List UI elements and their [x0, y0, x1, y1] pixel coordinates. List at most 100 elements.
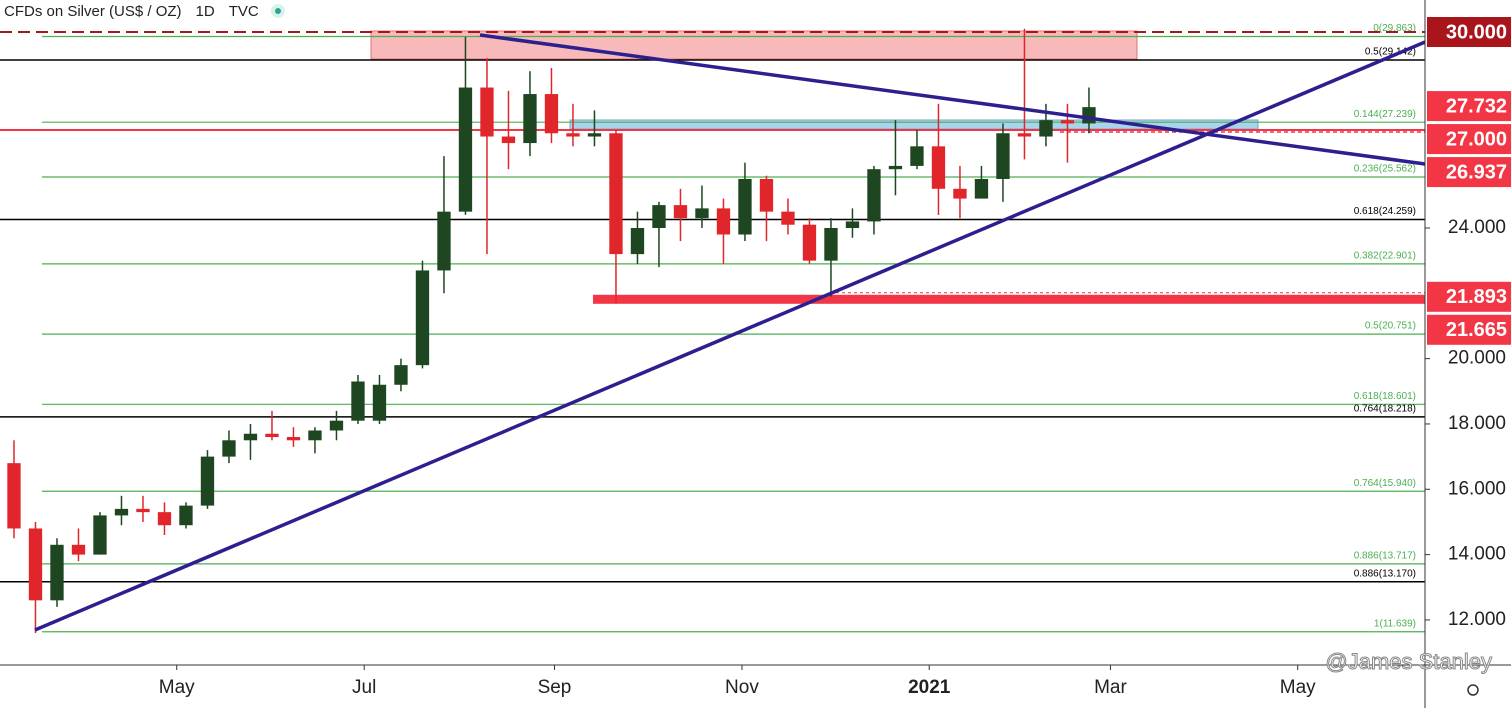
- x-tick-label: Sep: [538, 677, 572, 698]
- candle-body: [996, 133, 1010, 179]
- candle-body: [71, 544, 86, 555]
- candle-body: [222, 440, 236, 457]
- candle-body: [1017, 133, 1032, 137]
- candle-body: [28, 528, 43, 601]
- y-tick-label: 12.000: [1448, 609, 1506, 630]
- candle-body: [179, 505, 193, 526]
- candle-body: [974, 178, 989, 199]
- support-bar: [593, 294, 1425, 304]
- candle-body: [566, 133, 580, 137]
- status-dot: [275, 8, 281, 14]
- x-tick-label: Nov: [725, 677, 759, 698]
- price-badge-label: 21.665: [1446, 319, 1507, 341]
- y-tick-label: 24.000: [1448, 217, 1506, 238]
- candle-body: [867, 169, 881, 222]
- candle-body: [114, 508, 129, 516]
- fib-label: 0(29.863): [1373, 23, 1416, 34]
- candle-body: [781, 211, 795, 225]
- fib-label: 0.5(20.751): [1365, 321, 1416, 332]
- candle-body: [308, 430, 322, 441]
- candle-body: [1082, 107, 1096, 124]
- candle-body: [845, 221, 860, 228]
- x-tick-label: Jul: [352, 677, 376, 698]
- fib-label: 0.5(29.142): [1365, 47, 1416, 58]
- settings-gear[interactable]: [1467, 684, 1479, 696]
- candle-body: [157, 512, 172, 526]
- candle-body: [394, 365, 408, 385]
- source: TVC: [229, 3, 259, 20]
- trendline: [34, 40, 1426, 632]
- header: CFDs on Silver (US$ / OZ) 1D TVC: [4, 3, 285, 20]
- price-badge-label: 27.732: [1446, 95, 1507, 117]
- price-badge-box: [1427, 157, 1511, 188]
- x-tick-label: Mar: [1094, 677, 1127, 698]
- fib-label: 0.236(25.562): [1354, 164, 1416, 175]
- level-layer: 0(29.863) 0.5(29.142) 0.144(27.239) 0.236(2…: [0, 23, 1425, 633]
- price-badge-label: 26.937: [1446, 161, 1507, 183]
- candle-body: [372, 384, 387, 421]
- price-badge-label: 30.000: [1446, 21, 1507, 43]
- x-tick-label: May: [159, 677, 195, 698]
- price-badge-box: [1427, 124, 1511, 155]
- trendlines: [34, 33, 1426, 632]
- y-tick-label: 16.000: [1448, 478, 1506, 499]
- x-tick-label: 2021: [908, 677, 951, 698]
- y-tick-label: 14.000: [1448, 544, 1506, 565]
- candle-body: [265, 433, 279, 438]
- candle-body: [501, 136, 516, 144]
- price-badge: 26.937: [1427, 157, 1511, 188]
- candle-body: [93, 515, 107, 555]
- candle-body: [437, 211, 451, 271]
- candle-body: [50, 544, 64, 601]
- price-badge-box: [1427, 91, 1511, 122]
- candle-body: [7, 463, 21, 529]
- price-badge: 21.665: [1427, 314, 1511, 345]
- interval: 1D: [196, 3, 215, 20]
- candle-body: [953, 188, 967, 199]
- fib-label: 1(11.639): [1374, 618, 1416, 629]
- settings-icon[interactable]: [1467, 684, 1479, 696]
- candle-body: [824, 227, 838, 261]
- candle-body: [888, 165, 903, 170]
- price-badge-box: [1427, 314, 1511, 345]
- fib-label: 0.144(27.239): [1354, 109, 1416, 120]
- price-badge-label: 21.893: [1446, 286, 1507, 308]
- price-badge: 21.893: [1427, 281, 1511, 312]
- fib-label: 0.618(24.259): [1354, 206, 1416, 217]
- candle-body: [329, 420, 344, 431]
- fib-label: 0.382(22.901): [1354, 251, 1416, 262]
- price-badge: 27.000: [1427, 124, 1511, 155]
- candle-body: [415, 270, 430, 366]
- fib-label: 0.886(13.717): [1354, 550, 1416, 561]
- price-badge-box: [1427, 17, 1511, 48]
- candle-body: [286, 437, 301, 441]
- candle-body: [759, 178, 774, 212]
- candle-body: [609, 133, 623, 255]
- candle-layer: [7, 28, 1096, 633]
- candle-body: [695, 208, 709, 219]
- candle-body: [716, 208, 731, 235]
- price-badge-box: [1427, 281, 1511, 312]
- candle-body: [738, 178, 752, 235]
- candle-body: [802, 224, 817, 261]
- watermark: @James Stanley: [1325, 649, 1492, 674]
- price-badge: 27.732: [1427, 91, 1511, 122]
- candle-body: [523, 94, 537, 144]
- candle-body: [200, 456, 215, 506]
- candle-body: [544, 94, 559, 134]
- fib-label: 0.764(18.218): [1354, 403, 1416, 414]
- candle-body: [458, 87, 473, 212]
- trendline: [479, 33, 1426, 166]
- candle-body: [351, 381, 365, 421]
- fib-label: 0.764(15.940): [1354, 478, 1416, 489]
- y-tick-label: 18.000: [1448, 413, 1506, 434]
- fib-label: 0.618(18.601): [1354, 391, 1416, 402]
- chart-title: CFDs on Silver (US$ / OZ): [4, 3, 182, 20]
- annotation-layer: [370, 30, 1259, 130]
- candle-body: [652, 205, 666, 228]
- fib-label: 0.886(13.170): [1354, 568, 1416, 579]
- candle-body: [1039, 120, 1053, 137]
